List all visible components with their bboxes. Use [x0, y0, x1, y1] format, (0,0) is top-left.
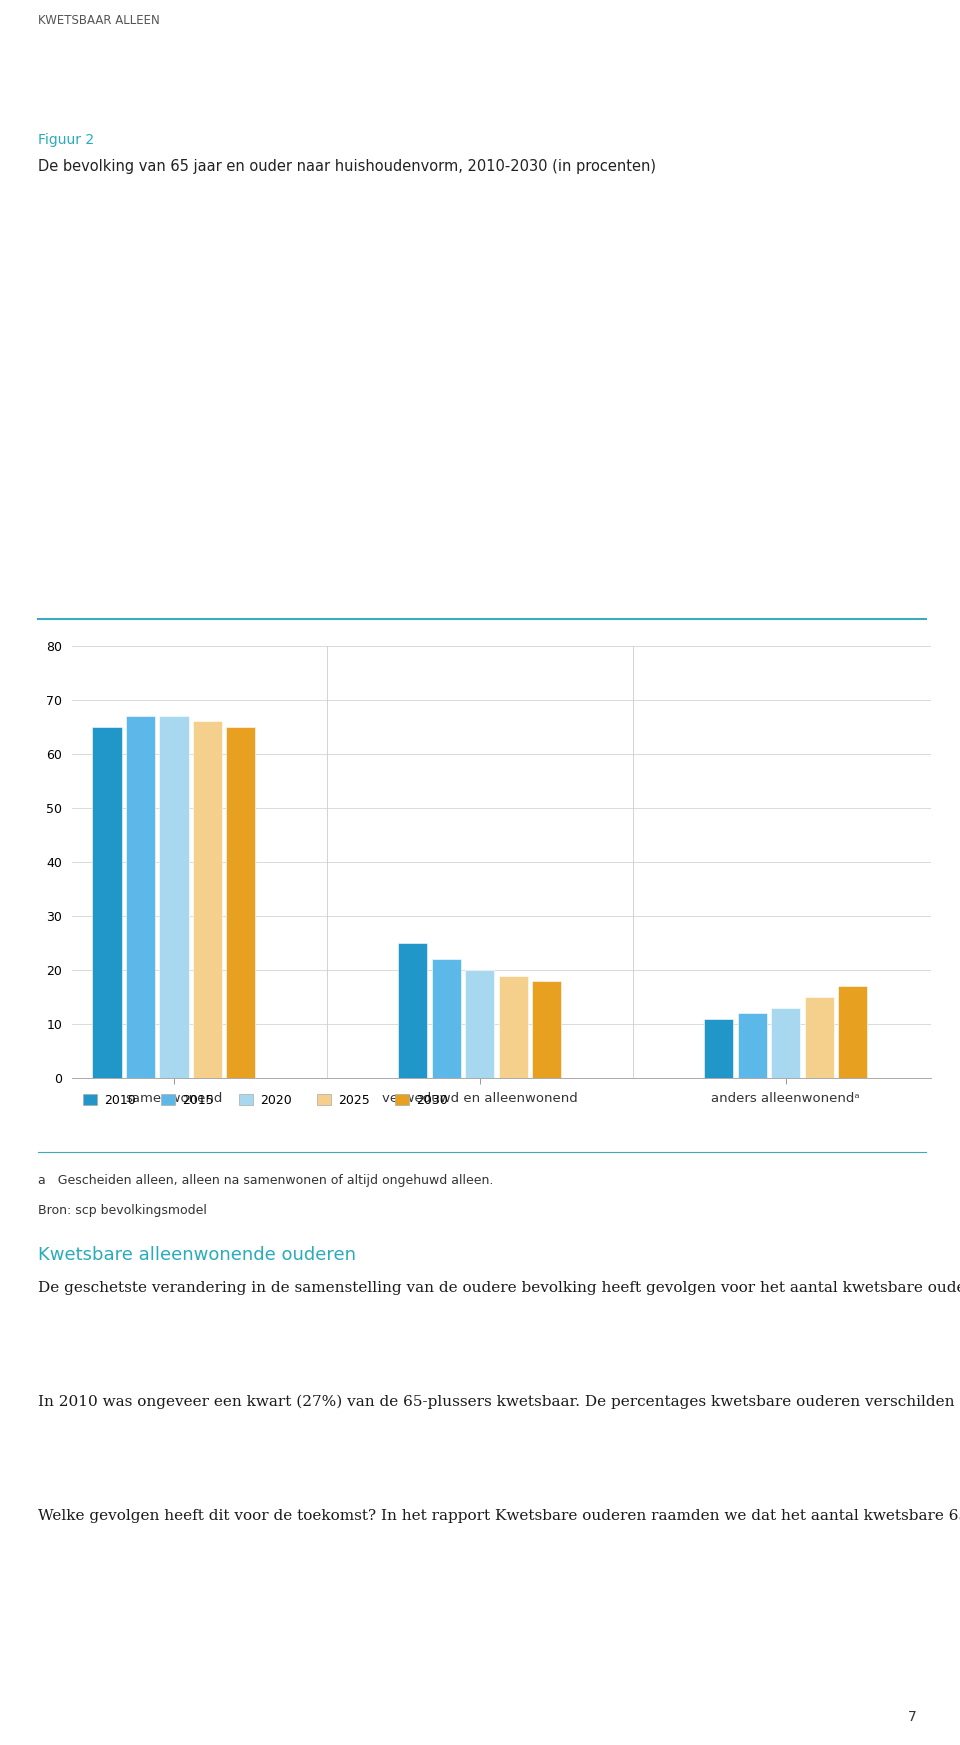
- Bar: [804, 998, 833, 1078]
- Bar: [193, 721, 222, 1078]
- Text: Welke gevolgen heeft dit voor de toekomst? In het rapport Kwetsbare ouderen raam: Welke gevolgen heeft dit voor de toekoms…: [38, 1508, 960, 1523]
- Text: Bron: scp bevolkingsmodel: Bron: scp bevolkingsmodel: [38, 1204, 207, 1216]
- Bar: [227, 728, 255, 1078]
- Bar: [704, 1019, 733, 1078]
- Text: Kwetsbare alleenwonende ouderen: Kwetsbare alleenwonende ouderen: [38, 1246, 356, 1263]
- Text: De geschetste verandering in de samenstelling van de oudere bevolking heeft gevo: De geschetste verandering in de samenste…: [38, 1281, 960, 1295]
- Bar: [838, 986, 867, 1078]
- Legend: 2010, 2015, 2020, 2025, 2030: 2010, 2015, 2020, 2025, 2030: [79, 1089, 453, 1112]
- Text: In 2010 was ongeveer een kwart (27%) van de 65-plussers kwetsbaar. De percentage: In 2010 was ongeveer een kwart (27%) van…: [38, 1394, 960, 1408]
- Bar: [532, 981, 562, 1078]
- Text: 7: 7: [908, 1710, 917, 1724]
- Bar: [126, 715, 155, 1078]
- Text: Figuur 2: Figuur 2: [38, 133, 94, 147]
- Bar: [737, 1014, 767, 1078]
- Bar: [771, 1009, 800, 1078]
- Bar: [498, 975, 528, 1078]
- Bar: [159, 715, 188, 1078]
- Bar: [432, 960, 461, 1078]
- Bar: [466, 970, 494, 1078]
- Bar: [92, 728, 122, 1078]
- Text: a   Gescheiden alleen, alleen na samenwonen of altijd ongehuwd alleen.: a Gescheiden alleen, alleen na samenwone…: [38, 1174, 493, 1187]
- Text: De bevolking van 65 jaar en ouder naar huishoudenvorm, 2010-2030 (in procenten): De bevolking van 65 jaar en ouder naar h…: [38, 159, 657, 174]
- Bar: [398, 942, 427, 1078]
- Text: KWETSBAAR ALLEEN: KWETSBAAR ALLEEN: [38, 14, 160, 26]
